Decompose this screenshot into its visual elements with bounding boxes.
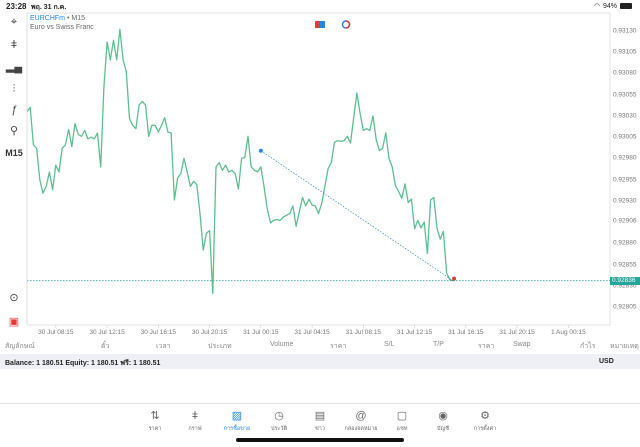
symbol-description: Euro vs Swiss Franc	[30, 24, 94, 31]
positions-table-header: สัญลักษณ์ ตั๋ว เวลา ประเภท Volume ราคา S/L T/P ร…	[0, 339, 640, 351]
balance-row: Balance: 1 180.51 Equity: 1 180.51 ฟรี: …	[0, 354, 640, 369]
column-header[interactable]: สัญลักษณ์	[5, 343, 35, 350]
time-tick-label: 30 Jul 12:15	[89, 329, 125, 336]
nav-item-chart[interactable]: ǂ กราฟ	[173, 409, 217, 433]
time-tick-label: 31 Jul 16:15	[448, 329, 484, 336]
objects-icon[interactable]: ⚲	[9, 125, 19, 137]
price-tick-label: 0.92830	[613, 282, 637, 290]
function-icon[interactable]: ƒ	[10, 104, 18, 116]
timeframe-button[interactable]: M15	[5, 148, 23, 158]
price-tick-label: 0.93105	[613, 48, 637, 56]
time-tick-label: 31 Jul 00:15	[243, 329, 279, 336]
price-tick-label: 0.92805	[613, 303, 637, 311]
symbol-timeframe: M15	[71, 15, 85, 22]
price-tick-label: 0.92980	[613, 154, 637, 162]
trade-exit-marker	[452, 276, 457, 281]
home-indicator[interactable]	[236, 438, 404, 442]
time-tick-label: 31 Jul 20:15	[499, 329, 535, 336]
nav-label: แชท	[396, 426, 408, 432]
separator: •	[66, 15, 70, 22]
chat-icon: ▢	[396, 410, 408, 422]
history-icon: ◷	[274, 410, 284, 422]
nav-item-quotes[interactable]: ⇅ ราคา	[133, 409, 177, 433]
clock-icon-half	[345, 20, 351, 29]
column-header[interactable]: กำไร	[580, 343, 596, 350]
crosshair-icon[interactable]: ⌖	[10, 16, 18, 28]
zoom-icon[interactable]: ⊙	[9, 292, 19, 304]
indicators-icon[interactable]: ▂▄	[5, 61, 23, 73]
nav-label: ราคา	[148, 426, 162, 432]
time-tick-label: 31 Jul 04:15	[294, 329, 330, 336]
column-header[interactable]: Swap	[513, 341, 531, 348]
settings-icon: ⚙	[480, 410, 490, 422]
wifi-icon: ◠	[593, 3, 600, 10]
plot-area	[26, 12, 611, 326]
nav-item-trade[interactable]: ▨ การซื้อขาย	[215, 409, 259, 433]
column-header[interactable]: ราคา	[478, 343, 495, 350]
nav-item-settings[interactable]: ⚙ การตั้งค่า	[463, 409, 507, 433]
nav-item-history[interactable]: ◷ ประวัติ	[257, 409, 301, 433]
price-tick-label: 0.92855	[613, 261, 637, 269]
price-tick-label: 0.92880	[613, 239, 637, 247]
price-tick-label: 0.93055	[613, 91, 637, 99]
time-tick-label: 30 Jul 16:15	[140, 329, 177, 336]
current-price-label: 0.92836	[610, 276, 640, 285]
time-tick-label: 31 Jul 08:15	[345, 329, 382, 336]
chart-symbol: EURCHFm • M15	[30, 15, 85, 22]
settings-sliders-icon[interactable]: ⫶	[12, 83, 16, 95]
nav-label: ข่าว	[315, 426, 325, 432]
trade-history-line	[260, 150, 454, 281]
balance-text: Balance: 1 180.51 Equity: 1 180.51 ฟรี: …	[5, 360, 161, 367]
price-series-line	[26, 28, 454, 295]
column-header[interactable]: เวลา	[156, 343, 171, 350]
price-tick-label: 0.93080	[613, 69, 637, 77]
nav-label: กราฟ	[188, 426, 202, 432]
chart-icon: ǂ	[191, 410, 199, 422]
column-header[interactable]: S/L	[384, 341, 395, 348]
quotes-icon: ⇅	[150, 410, 160, 422]
nav-label: การซื้อขาย	[223, 426, 251, 432]
trade-icon: ▨	[231, 410, 243, 422]
price-tick-label: 0.93030	[613, 112, 637, 120]
mailbox-icon: @	[355, 410, 367, 422]
news-icon: ▤	[314, 410, 326, 422]
time-tick-label: 30 Jul 20:15	[191, 329, 228, 336]
battery-icon	[620, 3, 632, 9]
status-bar: 23:28 พฤ. 31 ก.ค. ◠ 94%	[0, 0, 640, 12]
column-header[interactable]: หมายเหตุ	[610, 343, 639, 350]
candlestick-icon[interactable]: ǂ	[10, 39, 18, 51]
nav-label: การตั้งค่า	[473, 426, 497, 432]
trade-entry-marker	[258, 148, 263, 153]
one-click-trading-icon[interactable]: ▣	[8, 316, 20, 328]
column-header[interactable]: ราคา	[330, 343, 347, 350]
nav-label: กล่องจดหมาย	[344, 426, 378, 432]
clock: 23:28	[6, 2, 27, 11]
price-tick-label: 0.93130	[613, 27, 637, 35]
price-tick-label: 0.92955	[613, 176, 637, 184]
symbol-name: EURCHFm	[30, 15, 65, 22]
column-header[interactable]: T/P	[433, 341, 444, 348]
battery-level: 94%	[602, 2, 617, 10]
nav-item-mailbox[interactable]: @ กล่องจดหมาย	[339, 409, 383, 433]
price-chart[interactable]	[0, 0, 640, 340]
nav-label: บัญชี	[437, 426, 449, 432]
currency: USD	[599, 358, 614, 365]
nav-item-account[interactable]: ◉ บัญชี	[421, 409, 465, 433]
nav-item-news[interactable]: ▤ ข่าว	[298, 409, 342, 433]
bottom-nav: ⇅ ราคา ǂ กราฟ ▨ การซื้อขาย ◷ ประวัติ ▤ ข่าว @ กล่อง…	[0, 403, 640, 447]
price-tick-label: 0.93005	[613, 133, 637, 141]
time-tick-label: 30 Jul 08:15	[38, 329, 74, 336]
column-header[interactable]: Volume	[270, 341, 294, 348]
time-tick-label: 1 Aug 00:15	[550, 329, 586, 336]
time-tick-label: 31 Jul 12:15	[396, 329, 433, 336]
price-tick-label: 0.92930	[613, 197, 637, 205]
column-header[interactable]: ประเภท	[208, 343, 232, 350]
account-icon: ◉	[438, 410, 448, 422]
nav-label: ประวัติ	[270, 426, 288, 432]
buy-button-icon	[320, 21, 325, 28]
column-header[interactable]: ตั๋ว	[101, 343, 110, 350]
price-tick-label: 0.92906	[613, 217, 637, 225]
nav-item-chat[interactable]: ▢ แชท	[380, 409, 424, 433]
date: พฤ. 31 ก.ค.	[31, 4, 67, 11]
